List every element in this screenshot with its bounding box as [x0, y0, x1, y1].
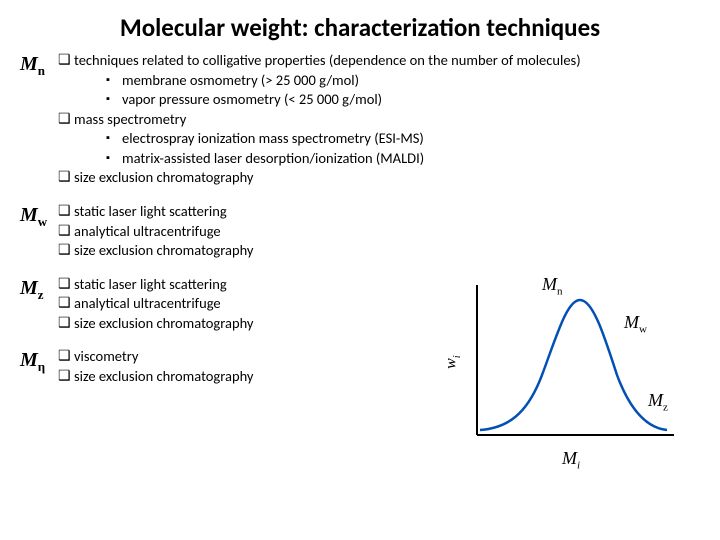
item-text: membrane osmometry (> 25 000 g/mol): [122, 71, 359, 91]
slide-title: Molecular weight: characterization techn…: [0, 0, 720, 51]
label-meta: Mη: [20, 347, 58, 375]
items-mn: ❑techniques related to colligative prope…: [58, 51, 700, 188]
item-text: viscometry: [74, 347, 138, 367]
items-mw: ❑static laser light scattering ❑analytic…: [58, 202, 700, 261]
bullet-filled-square-icon: ▪: [106, 149, 122, 166]
section-mn: Mn ❑techniques related to colligative pr…: [20, 51, 700, 188]
item-text: mass spectrometry: [74, 110, 186, 130]
bullet-square-icon: ❑: [58, 168, 74, 187]
y-axis-label: wi: [443, 355, 463, 368]
bullet-square-icon: ❑: [58, 110, 74, 129]
bullet-square-icon: ❑: [58, 314, 74, 333]
item-text: size exclusion chromatography: [74, 367, 254, 387]
label-mz: Mz: [20, 275, 58, 303]
item-text: analytical ultracentrifuge: [74, 294, 221, 314]
marker-mz: Mz: [648, 390, 668, 414]
marker-mw: Mw: [624, 312, 647, 336]
item-text: static laser light scattering: [74, 275, 227, 295]
bullet-filled-square-icon: ▪: [106, 71, 122, 88]
item-text: matrix-assisted laser desorption/ionizat…: [122, 149, 424, 169]
item-text: vapor pressure osmometry (< 25 000 g/mol…: [122, 90, 382, 110]
item-text: static laser light scattering: [74, 202, 227, 222]
chart-svg: [452, 280, 682, 440]
bullet-filled-square-icon: ▪: [106, 129, 122, 146]
bullet-square-icon: ❑: [58, 275, 74, 294]
bullet-square-icon: ❑: [58, 294, 74, 313]
item-text: size exclusion chromatography: [74, 241, 254, 261]
x-axis-label: Mi: [562, 448, 580, 472]
section-mw: Mw ❑static laser light scattering ❑analy…: [20, 202, 700, 261]
bullet-square-icon: ❑: [58, 367, 74, 386]
label-mn: Mn: [20, 51, 58, 79]
bullet-filled-square-icon: ▪: [106, 90, 122, 107]
marker-mn: Mn: [542, 274, 563, 298]
item-text: size exclusion chromatography: [74, 168, 254, 188]
bullet-square-icon: ❑: [58, 51, 74, 70]
item-text: techniques related to colligative proper…: [74, 51, 581, 71]
label-mw: Mw: [20, 202, 58, 230]
item-text: size exclusion chromatography: [74, 314, 254, 334]
bullet-square-icon: ❑: [58, 202, 74, 221]
bullet-square-icon: ❑: [58, 241, 74, 260]
distribution-chart: wi Mi Mn Mw Mz: [452, 280, 692, 480]
item-text: analytical ultracentrifuge: [74, 222, 221, 242]
bullet-square-icon: ❑: [58, 347, 74, 366]
item-text: electrospray ionization mass spectrometr…: [122, 129, 424, 149]
bullet-square-icon: ❑: [58, 222, 74, 241]
